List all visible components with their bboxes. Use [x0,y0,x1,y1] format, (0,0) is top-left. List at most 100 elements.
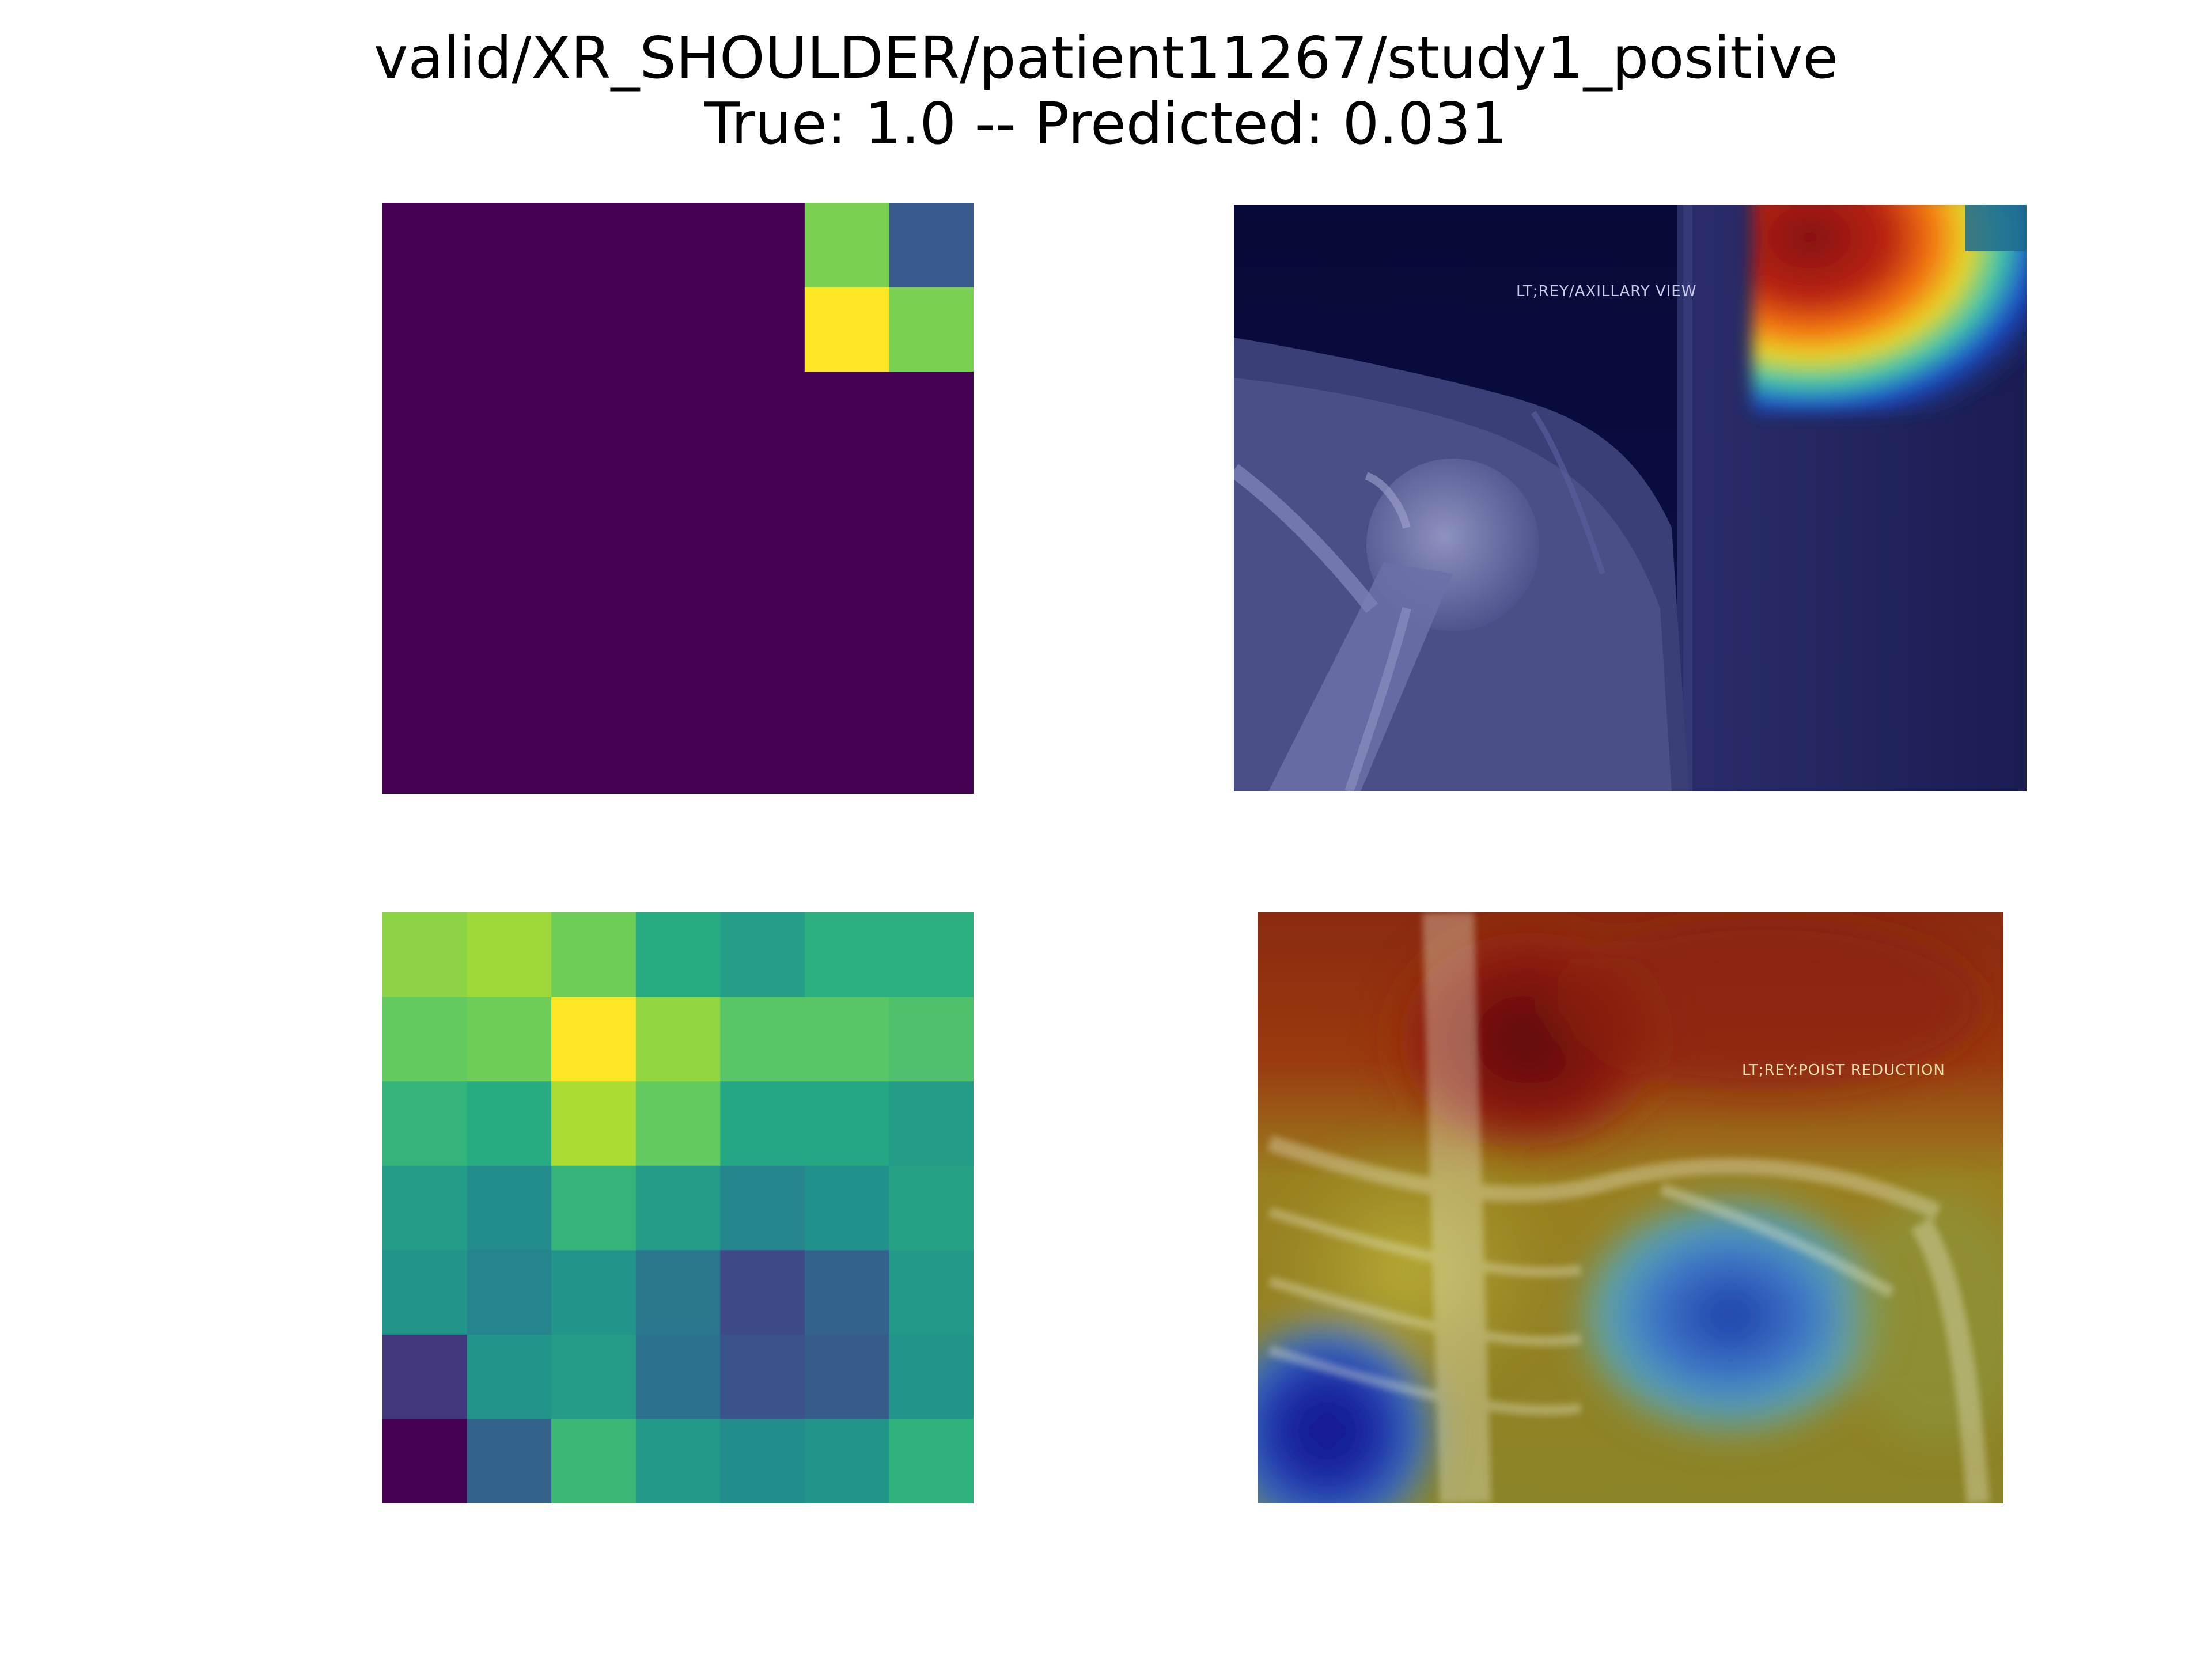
bottom-map-cell-r0-c0 [382,912,468,998]
bottom-map-cell-r4-c1 [467,1250,552,1335]
bottom-map-cell-r6-c5 [804,1419,889,1503]
top-map-cell-r6-c6 [889,709,974,794]
top-map-cell-r5-c6 [889,624,974,710]
bottom-map-cell-r2-c4 [720,1081,805,1166]
top-map-cell-r4-c6 [889,540,974,626]
bottom-map-cell-r0-c3 [635,912,721,998]
top-map-cell-r3-c6 [889,456,974,541]
bottom-map-cell-r4-c5 [804,1250,889,1335]
bottom-map-cell-r0-c1 [467,912,552,998]
bottom-map-cell-r0-c6 [889,912,974,998]
bottom-map-cell-r3-c6 [889,1165,974,1251]
bottom-map-cell-r2-c6 [889,1081,974,1166]
top-map-cell-r3-c5 [804,456,889,541]
bottom-map-cell-r1-c6 [889,997,974,1082]
top-map-cell-r2-c5 [804,372,889,457]
bottom-map-cell-r2-c2 [551,1081,637,1166]
top-map-cell-r4-c0 [382,540,468,626]
top-map-cell-r0-c4 [720,203,805,288]
top-map-cell-r3-c0 [382,456,468,541]
top-map-cell-r2-c0 [382,372,468,457]
top-map-cell-r4-c4 [720,540,805,626]
top-map-cell-r1-c4 [720,287,805,372]
bottom-map-cell-r2-c0 [382,1081,468,1166]
post-reduction-film-label: LT;REY:POIST REDUCTION [1742,1062,1945,1079]
bottom-map-cell-r6-c2 [551,1419,637,1503]
top-map-cell-r2-c3 [635,372,721,457]
top-map-cell-r3-c2 [551,456,637,541]
bottom-map-cell-r2-c5 [804,1081,889,1166]
top-map-cell-r6-c0 [382,709,468,794]
top-map-cell-r0-c5 [804,203,889,288]
top-map-cell-r3-c4 [720,456,805,541]
bottom-map-cell-r2-c3 [635,1081,721,1166]
bottom-map-cell-r1-c3 [635,997,721,1082]
bottom-map-cell-r5-c1 [467,1334,552,1419]
top-map-cell-r0-c3 [635,203,721,288]
bottom-map-cell-r6-c3 [635,1419,721,1503]
top-map-cell-r6-c2 [551,709,637,794]
top-map-cell-r2-c6 [889,372,974,457]
top-map-cell-r4-c2 [551,540,637,626]
top-left-heatmap-svg [382,203,974,794]
post-reduction-xray-image: LT;REY:POIST REDUCTION [1258,912,2003,1503]
bottom-map-cell-r5-c4 [720,1334,805,1419]
top-map-cell-r0-c0 [382,203,468,288]
bottom-map-cell-r3-c2 [551,1165,637,1251]
top-map-cell-r0-c2 [551,203,637,288]
top-right-xray-overlay: LT;REY/AXILLARY VIEW [1234,205,2027,791]
bottom-map-cell-r4-c6 [889,1250,974,1335]
bottom-map-cell-r1-c5 [804,997,889,1082]
top-map-cell-r2-c4 [720,372,805,457]
top-map-cell-r5-c5 [804,624,889,710]
axillary-xray-image: LT;REY/AXILLARY VIEW [1234,205,2027,791]
bottom-right-xray-overlay: LT;REY:POIST REDUCTION [1258,912,2003,1503]
bottom-map-cell-r3-c3 [635,1165,721,1251]
bottom-map-cell-r4-c4 [720,1250,805,1335]
figure-title-line-1: valid/XR_SHOULDER/patient11267/study1_po… [374,24,1838,92]
top-map-cell-r1-c3 [635,287,721,372]
bottom-map-cell-r0-c5 [804,912,889,998]
top-map-cell-r1-c5 [804,287,889,372]
bottom-map-cell-r1-c4 [720,997,805,1082]
top-map-cell-r1-c6 [889,287,974,372]
bottom-map-cell-r4-c0 [382,1250,468,1335]
bottom-map-cell-r5-c5 [804,1334,889,1419]
bottom-map-cell-r3-c0 [382,1165,468,1251]
bottom-map-cell-r3-c5 [804,1165,889,1251]
top-map-cell-r1-c1 [467,287,552,372]
top-map-cell-r5-c2 [551,624,637,710]
bottom-map-cell-r3-c1 [467,1165,552,1251]
top-map-cell-r5-c1 [467,624,552,710]
bottom-map-cell-r6-c4 [720,1419,805,1503]
bottom-map-cell-r0-c2 [551,912,637,998]
top-map-cell-r5-c0 [382,624,468,710]
top-map-cell-r4-c1 [467,540,552,626]
bottom-map-cell-r1-c0 [382,997,468,1082]
bottom-map-cell-r5-c6 [889,1334,974,1419]
top-map-cell-r5-c3 [635,624,721,710]
top-map-cell-r2-c1 [467,372,552,457]
bottom-map-cell-r4-c2 [551,1250,637,1335]
axillary-film-label: LT;REY/AXILLARY VIEW [1516,283,1696,300]
top-map-cell-r1-c0 [382,287,468,372]
top-left-activation-map [382,203,974,794]
top-map-cell-r0-c6 [889,203,974,288]
bottom-map-cell-r0-c4 [720,912,805,998]
bottom-map-cell-r6-c1 [467,1419,552,1503]
bottom-left-heatmap-svg [382,912,974,1503]
bottom-left-activation-map [382,912,974,1503]
top-map-cell-r3-c3 [635,456,721,541]
top-map-cell-r5-c4 [720,624,805,710]
bottom-map-cell-r6-c6 [889,1419,974,1503]
top-map-cell-r3-c1 [467,456,552,541]
top-map-cell-r1-c2 [551,287,637,372]
bottom-map-cell-r6-c0 [382,1419,468,1503]
bottom-map-cell-r5-c3 [635,1334,721,1419]
bottom-map-cell-r5-c2 [551,1334,637,1419]
top-map-cell-r0-c1 [467,203,552,288]
top-map-cell-r2-c2 [551,372,637,457]
top-map-cell-r6-c5 [804,709,889,794]
top-map-cell-r4-c3 [635,540,721,626]
bottom-map-cell-r5-c0 [382,1334,468,1419]
